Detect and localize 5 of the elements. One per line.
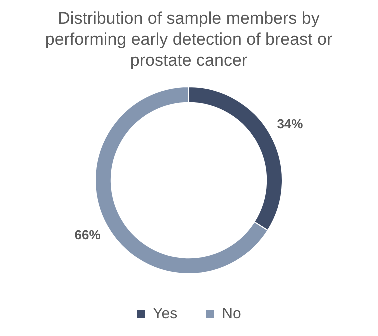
chart-title: Distribution of sample members by performing early detection of breast or prostate cancer — [44, 8, 334, 70]
legend-label: No — [222, 306, 242, 323]
data-label: 66% — [74, 228, 102, 243]
data-label: 34% — [277, 116, 304, 132]
legend-label: Yes — [153, 306, 178, 323]
